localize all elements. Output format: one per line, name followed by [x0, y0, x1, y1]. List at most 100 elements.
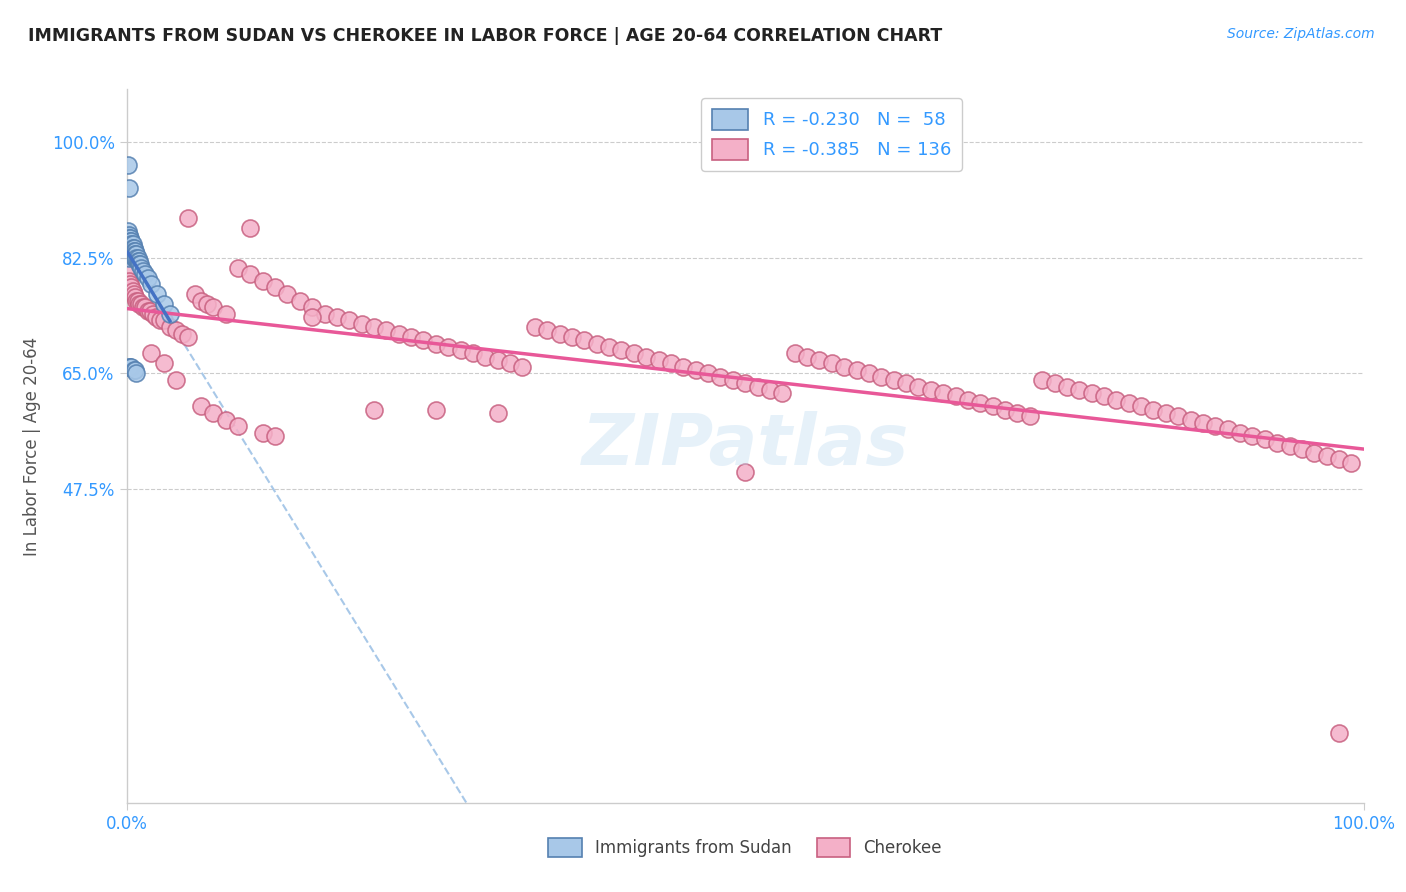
Text: Source: ZipAtlas.com: Source: ZipAtlas.com [1227, 27, 1375, 41]
Point [796, 350, 818, 364]
Point [183, 287, 205, 301]
Point [117, 231, 139, 245]
Point [117, 224, 139, 238]
Point [1291, 442, 1313, 457]
Point [363, 402, 385, 417]
Point [152, 297, 174, 311]
Point [1142, 402, 1164, 417]
Point [117, 228, 139, 243]
Point [548, 326, 571, 341]
Point [1080, 386, 1102, 401]
Point [1018, 409, 1040, 424]
Text: IMMIGRANTS FROM SUDAN VS CHEROKEE IN LABOR FORCE | AGE 20-64 CORRELATION CHART: IMMIGRANTS FROM SUDAN VS CHEROKEE IN LAB… [28, 27, 942, 45]
Point [146, 287, 169, 301]
Point [314, 307, 336, 321]
Point [121, 244, 143, 258]
Point [461, 346, 484, 360]
Point [276, 287, 298, 301]
Point [301, 310, 323, 325]
Point [252, 425, 274, 440]
Point [120, 247, 142, 261]
Point [1229, 425, 1251, 440]
Point [647, 353, 669, 368]
Point [697, 367, 720, 381]
Point [152, 356, 174, 370]
Point [124, 247, 146, 261]
Point [134, 300, 156, 314]
Point [1069, 383, 1091, 397]
Point [121, 237, 143, 252]
Point [1216, 422, 1239, 436]
Point [127, 293, 149, 308]
Point [1340, 456, 1362, 470]
Point [118, 274, 141, 288]
Point [152, 313, 174, 327]
Point [121, 237, 143, 252]
Point [1303, 445, 1326, 459]
Point [117, 234, 139, 248]
Point [120, 237, 142, 252]
Point [128, 297, 150, 311]
Point [574, 333, 596, 347]
Point [239, 267, 262, 281]
Point [202, 300, 225, 314]
Point [121, 280, 143, 294]
Point [122, 363, 145, 377]
Point [610, 343, 633, 358]
Point [474, 350, 496, 364]
Point [536, 323, 558, 337]
Point [165, 323, 187, 337]
Point [636, 350, 658, 364]
Point [1254, 433, 1277, 447]
Point [561, 330, 583, 344]
Point [122, 241, 145, 255]
Point [486, 406, 509, 420]
Point [118, 227, 141, 242]
Point [288, 293, 311, 308]
Point [709, 369, 731, 384]
Point [122, 244, 145, 258]
Point [252, 274, 274, 288]
Y-axis label: In Labor Force | Age 20-64: In Labor Force | Age 20-64 [22, 336, 41, 556]
Point [1327, 452, 1350, 467]
Point [858, 367, 880, 381]
Point [907, 379, 929, 393]
Point [945, 389, 967, 403]
Point [1031, 373, 1053, 387]
Point [226, 260, 249, 275]
Point [747, 379, 769, 393]
Point [118, 241, 141, 255]
Point [121, 241, 143, 255]
Point [585, 336, 607, 351]
Point [264, 429, 287, 443]
Point [118, 244, 141, 258]
Point [920, 383, 942, 397]
Point [129, 257, 152, 271]
Point [125, 367, 148, 381]
Point [969, 396, 991, 410]
Point [139, 303, 162, 318]
Point [177, 330, 200, 344]
Point [1192, 416, 1215, 430]
Point [177, 211, 200, 225]
Point [350, 317, 373, 331]
Point [1265, 435, 1288, 450]
Point [486, 353, 509, 368]
Point [214, 412, 236, 426]
Point [1316, 449, 1339, 463]
Point [981, 400, 1004, 414]
Point [412, 333, 434, 347]
Point [239, 221, 262, 235]
Point [337, 313, 360, 327]
Point [1056, 379, 1078, 393]
Point [141, 277, 163, 292]
Point [120, 277, 142, 292]
Point [1092, 389, 1115, 403]
Point [326, 310, 349, 325]
Point [1204, 419, 1226, 434]
Point [685, 363, 707, 377]
Point [131, 260, 153, 275]
Text: ZIPatlas: ZIPatlas [582, 411, 908, 481]
Point [623, 346, 645, 360]
Point [131, 264, 153, 278]
